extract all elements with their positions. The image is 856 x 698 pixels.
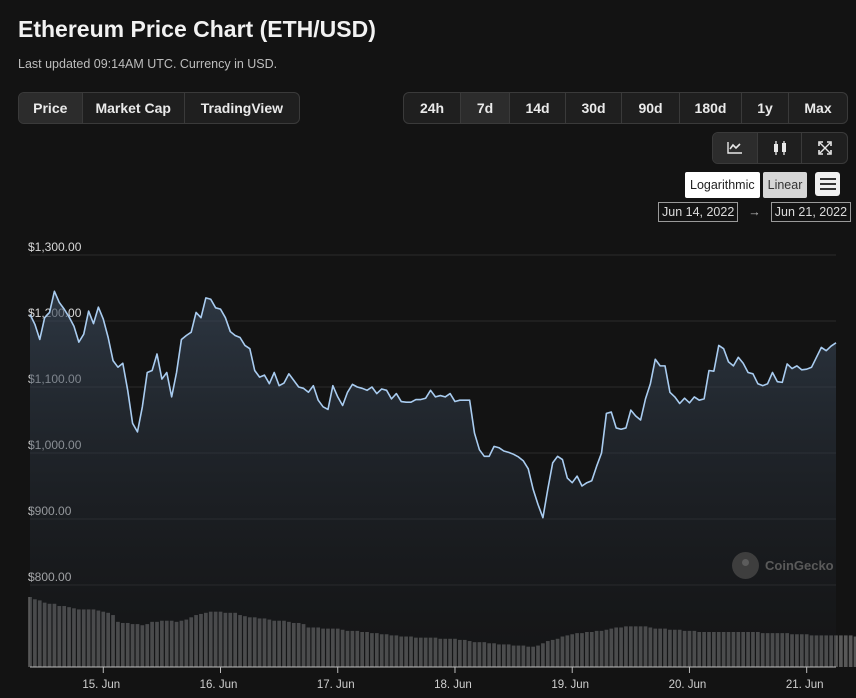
range-1y-button[interactable]: 1y — [742, 93, 789, 123]
hamburger-icon — [819, 178, 836, 180]
price-line — [29, 290, 837, 519]
range-30d-button[interactable]: 30d — [566, 93, 622, 123]
time-range-selector: 24h 7d 14d 30d 90d 180d 1y Max — [403, 92, 848, 124]
tab-market-cap[interactable]: Market Cap — [83, 93, 185, 123]
x-tick-label: 16. Jun — [200, 679, 238, 691]
line-chart-icon — [727, 142, 742, 154]
chart-menu-button[interactable] — [815, 172, 840, 196]
price-area — [30, 291, 836, 667]
fullscreen-button[interactable] — [802, 133, 847, 163]
logarithmic-button[interactable]: Logarithmic — [685, 172, 760, 198]
volume-bar — [839, 635, 843, 667]
watermark-text: CoinGecko — [765, 558, 834, 573]
coingecko-logo-icon — [732, 552, 759, 579]
page-title: Ethereum Price Chart (ETH/USD) — [18, 16, 376, 42]
chart-type-selector — [712, 132, 848, 164]
tab-tradingview[interactable]: TradingView — [200, 100, 283, 116]
volume-bar — [843, 635, 848, 667]
x-axis: 15. Jun 16. Jun 17. Jun 18. Jun 19. Jun 20. J… — [30, 666, 836, 691]
date-from-input[interactable]: Jun 14, 2022 — [658, 202, 739, 222]
x-tick-label: 17. Jun — [317, 679, 355, 691]
x-tick-label: 15. Jun — [82, 679, 120, 691]
volume-bar — [853, 636, 856, 667]
volume-bar — [848, 635, 853, 667]
range-7d-button[interactable]: 7d — [461, 93, 510, 123]
date-to-input[interactable]: Jun 21, 2022 — [770, 202, 852, 222]
y-tick-label: $1,300.00 — [28, 240, 82, 254]
line-chart-button[interactable] — [713, 133, 758, 163]
candlestick-icon — [773, 141, 786, 155]
x-tick-label: 18. Jun — [434, 679, 472, 691]
scale-toggle: Logarithmic Linear — [685, 172, 808, 198]
arrow-right-icon: → — [748, 205, 761, 219]
chart-tabs: Price Market Cap TradingView — [18, 92, 300, 124]
range-180d-button[interactable]: 180d — [680, 93, 742, 123]
fullscreen-icon — [817, 141, 832, 155]
coingecko-watermark: CoinGecko — [732, 552, 834, 579]
linear-button[interactable]: Linear — [762, 172, 808, 198]
x-tick-label: 20. Jun — [669, 679, 707, 691]
range-14d-button[interactable]: 14d — [510, 93, 566, 123]
x-tick-label: 19. Jun — [551, 679, 589, 691]
x-tick-label: 21. Jun — [786, 679, 824, 691]
candlestick-button[interactable] — [758, 133, 803, 163]
range-90d-button[interactable]: 90d — [622, 93, 680, 123]
range-24h-button[interactable]: 24h — [404, 93, 461, 123]
price-chart[interactable]: $1,300.00$1,200.00$1,100.00$1,000.00$900… — [0, 230, 856, 698]
tab-price[interactable]: Price — [19, 93, 83, 123]
last-updated-text: Last updated 09:14AM UTC. Currency in US… — [18, 57, 278, 71]
date-range: Jun 14, 2022 → Jun 21, 2022 — [658, 202, 852, 222]
range-max-button[interactable]: Max — [804, 100, 832, 116]
